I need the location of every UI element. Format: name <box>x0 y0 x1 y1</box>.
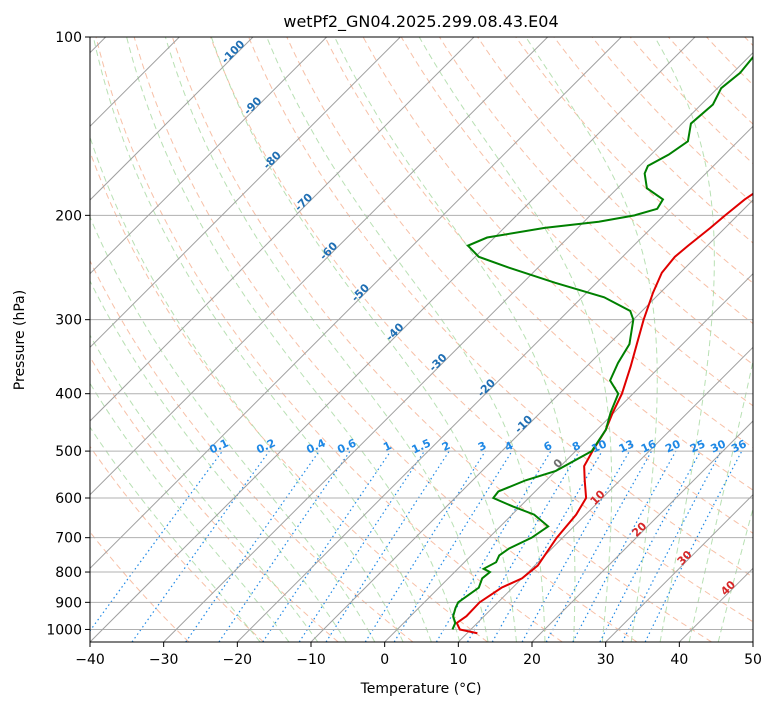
moist-adiabat-line <box>266 37 546 642</box>
moist-adiabat-line <box>654 37 715 642</box>
dewpoint-line <box>451 55 753 630</box>
x-tick-label: −20 <box>223 652 253 668</box>
y-tick-label: 500 <box>55 444 82 460</box>
mixing-ratio-line <box>131 450 270 642</box>
isotherm-line <box>90 37 696 642</box>
mixing-ratio-label: 13 <box>617 437 636 455</box>
x-tick-label: −40 <box>75 652 105 668</box>
isotherm-line <box>236 125 753 642</box>
mixing-ratio-line <box>599 450 702 642</box>
isotherm-line <box>384 272 753 642</box>
mixing-ratio-line <box>364 450 486 642</box>
moist-adiabat-line <box>717 506 753 642</box>
x-tick-label: 50 <box>744 652 762 668</box>
dry-adiabat-line <box>210 37 753 623</box>
mixing-ratio-line <box>572 450 677 642</box>
y-tick-label: 700 <box>55 531 82 547</box>
isotherm-line <box>163 51 753 642</box>
isotherm-line <box>90 37 328 275</box>
y-tick-label: 600 <box>55 491 82 507</box>
mixing-ratio-label: 25 <box>688 437 707 455</box>
sounding-series <box>451 55 753 635</box>
moist-adiabat-line <box>334 37 576 642</box>
x-tick-label: 10 <box>449 652 467 668</box>
x-tick-label: 0 <box>380 652 389 668</box>
y-axis-label: Pressure (hPa) <box>12 290 28 390</box>
mixing-ratio-line <box>325 450 450 642</box>
x-tick-label: 20 <box>523 652 541 668</box>
isotherm-line <box>90 37 622 570</box>
mixing-ratio-line <box>466 450 580 642</box>
moist-adiabat-line <box>90 334 319 642</box>
mixing-ratio-line <box>298 450 425 642</box>
dry-adiabat-line <box>90 259 414 642</box>
chart-title: wetPf2_GN04.2025.299.08.43.E04 <box>283 12 558 32</box>
x-tick-label: −10 <box>296 652 326 668</box>
dry-adiabat-line <box>515 37 753 284</box>
mixing-ratio-line <box>262 450 392 642</box>
isotherm-line <box>605 493 753 642</box>
isotherm-line <box>90 37 254 201</box>
y-axis-ticks: 100 200 300 400 500 600 700 800 900 1000 <box>46 30 90 638</box>
mixing-ratio-label: 20 <box>663 437 683 455</box>
plot-area-background <box>90 37 753 642</box>
plot-frame <box>89 36 754 643</box>
x-axis-ticks: −40 −30 −20 −10 0 10 20 30 40 50 <box>75 642 762 668</box>
plot-contents: -100-90-80-70-60-50-40-30-20-10010203040… <box>90 37 753 642</box>
mixing-ratio-label: 16 <box>639 437 659 455</box>
moist-adiabat-line <box>210 37 517 642</box>
isotherm-line <box>531 420 753 642</box>
y-tick-label: 1000 <box>46 622 82 638</box>
y-tick-label: 100 <box>55 30 82 46</box>
isotherm-line <box>90 37 549 496</box>
y-tick-label: 300 <box>55 313 82 329</box>
y-tick-label: 200 <box>55 208 82 224</box>
moist-adiabat-line <box>90 135 404 642</box>
mixing-ratio-line <box>218 450 351 642</box>
pressure-gridlines <box>90 37 753 630</box>
moist-adiabat-line <box>688 358 753 642</box>
dry-adiabat-line <box>286 37 753 534</box>
dry-adiabat-line <box>324 37 753 491</box>
mixing-ratio-label: 36 <box>729 437 749 455</box>
moist-adiabat-line <box>525 37 658 642</box>
dry-adiabat-line <box>95 37 563 642</box>
moist-adiabat-line <box>126 37 461 642</box>
isotherm-line <box>90 37 401 349</box>
moist-adiabats <box>90 37 753 642</box>
x-tick-label: −30 <box>149 652 179 668</box>
x-tick-label: 40 <box>670 652 688 668</box>
isotherm-line <box>457 346 753 642</box>
moist-adiabat-line <box>92 37 432 642</box>
y-tick-label: 800 <box>55 565 82 581</box>
x-tick-label: 30 <box>597 652 615 668</box>
moist-adiabat-line <box>164 37 489 642</box>
mixing-ratio-line <box>435 450 552 642</box>
isotherm-line <box>310 199 753 642</box>
temperature-line <box>455 192 753 635</box>
mixing-ratio-label: 10 <box>589 437 609 455</box>
mixing-ratio-label: 30 <box>708 437 728 455</box>
isotherm-lines <box>90 37 753 642</box>
x-axis-label: Temperature (°C) <box>360 681 482 697</box>
y-tick-label: 900 <box>55 595 82 611</box>
moist-adiabat-line <box>90 279 347 642</box>
dry-adiabat-line <box>248 37 753 578</box>
isotherm-line <box>90 37 475 422</box>
mixing-ratio-line <box>185 450 320 642</box>
y-tick-label: 400 <box>55 387 82 403</box>
moist-adiabat-line <box>418 37 613 642</box>
dry-adiabat-line <box>90 445 264 642</box>
dry-adiabat-line <box>171 37 712 642</box>
